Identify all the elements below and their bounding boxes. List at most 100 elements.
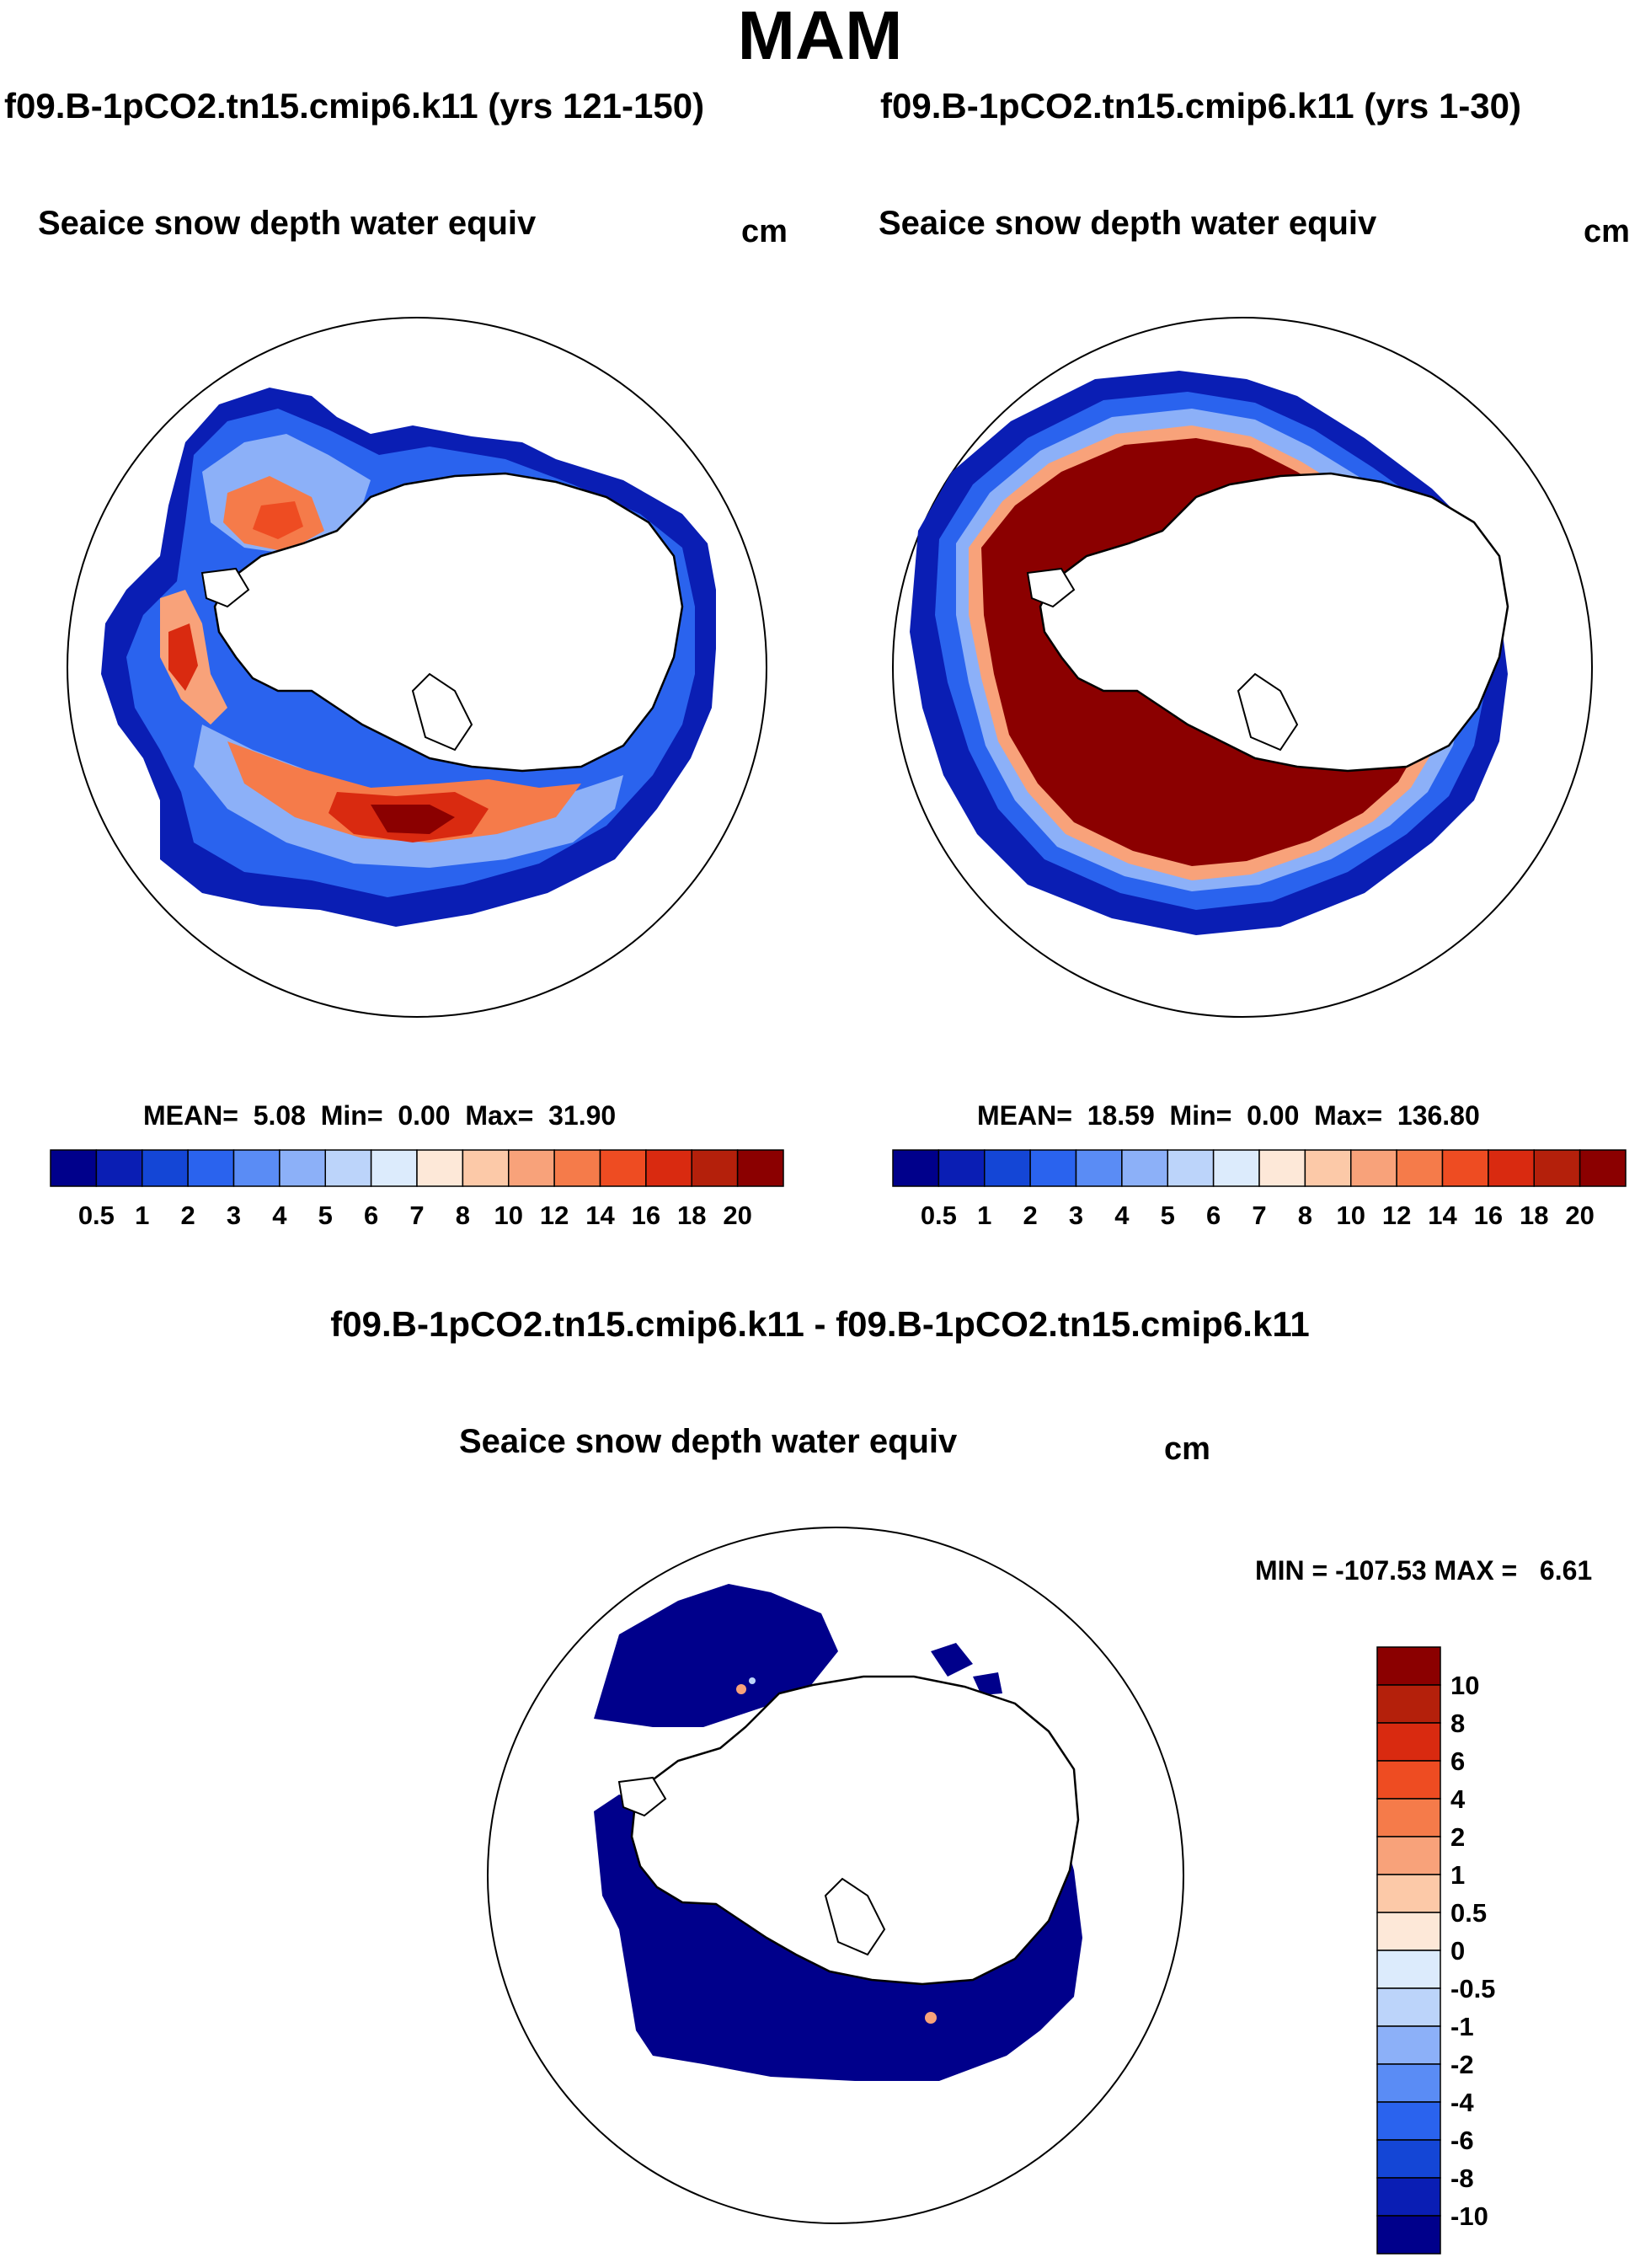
- colorbar-box: [187, 1149, 235, 1187]
- colorbar-tick-label: 18: [677, 1201, 706, 1230]
- min-label: Min=: [320, 1100, 383, 1131]
- colorbar-tick-label: -4: [1450, 2088, 1474, 2117]
- difference-colorbar: 10 8 6 4 2 1 0.5 0 -0.5 -1 -2 -4 -6 -8 -10: [1376, 1646, 1495, 2255]
- difference-polar-map: [487, 1527, 1184, 2224]
- diff-panel-variable-title: Seaice snow depth water equiv: [459, 1423, 958, 1460]
- colorbar-box: [416, 1149, 464, 1187]
- right-panel-units: cm: [1584, 214, 1630, 249]
- diff-panel-units: cm: [1164, 1431, 1210, 1467]
- colorbar-tick-label: 3: [227, 1201, 241, 1230]
- colorbar-box: [1304, 1149, 1352, 1187]
- max-label: Max=: [465, 1100, 534, 1131]
- colorbar-box: [1376, 1874, 1441, 1913]
- colorbar-tick-label: 3: [1069, 1201, 1083, 1230]
- colorbar-tick-label: 4: [272, 1201, 287, 1230]
- colorbar-tick-label: 6: [364, 1201, 378, 1230]
- left-panel-units: cm: [741, 214, 788, 249]
- colorbar-tick-label: 14: [585, 1201, 615, 1230]
- colorbar-box: [938, 1149, 986, 1187]
- colorbar-tick-label: -8: [1450, 2164, 1474, 2193]
- colorbar-box: [1376, 1684, 1441, 1724]
- max-value: 31.90: [548, 1100, 617, 1131]
- colorbar-box: [1533, 1149, 1581, 1187]
- colorbar-box: [1121, 1149, 1168, 1187]
- colorbar-tick-label: 16: [632, 1201, 660, 1230]
- colorbar-box: [1396, 1149, 1444, 1187]
- colorbar-box: [142, 1149, 189, 1187]
- right-panel-stats: MEAN= 18.59 Min= 0.00 Max= 136.80: [977, 1099, 1480, 1131]
- figure-title: MAM: [737, 0, 903, 74]
- colorbar-box: [1075, 1149, 1123, 1187]
- colorbar-tick-label: 2: [1450, 1822, 1465, 1852]
- colorbar-box: [462, 1149, 510, 1187]
- colorbar-tick-label: 0: [1450, 1936, 1465, 1966]
- min-value: 0.00: [1247, 1100, 1300, 1131]
- colorbar-tick-label: 10: [1450, 1671, 1479, 1700]
- mean-label: MEAN=: [977, 1100, 1072, 1131]
- diff-panel-title: f09.B-1pCO2.tn15.cmip6.k11 - f09.B-1pCO2…: [330, 1304, 1310, 1344]
- colorbar-box: [508, 1149, 555, 1187]
- colorbar-tick-label: 8: [1450, 1709, 1465, 1738]
- colorbar-tick-label: 4: [1450, 1784, 1466, 1814]
- colorbar-box: [370, 1149, 418, 1187]
- colorbar-box: [1376, 1798, 1441, 1837]
- max-label: Max=: [1314, 1100, 1383, 1131]
- diff-panel-stats: MIN = -107.53 MAX = 6.61: [1255, 1554, 1592, 1586]
- right-panel-variable-title: Seaice snow depth water equiv: [879, 205, 1377, 242]
- colorbar-box: [279, 1149, 326, 1187]
- colorbar-box: [1376, 1912, 1441, 1951]
- antarctica-continent: [1026, 472, 1509, 773]
- colorbar-tick-label: 20: [1565, 1201, 1594, 1230]
- colorbar-tick-label: 7: [1252, 1201, 1266, 1230]
- colorbar-tick-label: 8: [456, 1201, 470, 1230]
- left-panel-variable-title: Seaice snow depth water equiv: [38, 205, 537, 242]
- colorbar-tick-label: 8: [1298, 1201, 1312, 1230]
- colorbar-box: [1488, 1149, 1535, 1187]
- colorbar-tick-label: 5: [318, 1201, 333, 1230]
- colorbar-box: [1167, 1149, 1215, 1187]
- colorbar-tick-label: 6: [1206, 1201, 1221, 1230]
- colorbar-box: [736, 1149, 784, 1187]
- colorbar-tick-label: 7: [409, 1201, 424, 1230]
- right-polar-map: [892, 317, 1593, 1018]
- colorbar-box: [50, 1149, 98, 1187]
- antarctica-continent: [617, 1675, 1080, 1986]
- colorbar-box: [553, 1149, 601, 1187]
- colorbar-box: [1376, 2101, 1441, 2141]
- colorbar-box: [1376, 2025, 1441, 2065]
- colorbar-box: [1376, 1987, 1441, 2027]
- left-panel-case-title: f09.B-1pCO2.tn15.cmip6.k11 (yrs 121-150): [4, 86, 705, 126]
- colorbar-box: [95, 1149, 143, 1187]
- colorbar-tick-label: 1: [977, 1201, 991, 1230]
- colorbar-tick-label: 1: [135, 1201, 149, 1230]
- colorbar-tick-label: 4: [1114, 1201, 1130, 1230]
- diff-max-value: 6.61: [1539, 1555, 1593, 1586]
- colorbar-box: [1258, 1149, 1306, 1187]
- colorbar-tick-label: 16: [1474, 1201, 1503, 1230]
- colorbar-tick-label: 18: [1520, 1201, 1548, 1230]
- colorbar-tick-label: 14: [1428, 1201, 1457, 1230]
- colorbar-tick-label: 0.5: [78, 1201, 115, 1230]
- colorbar-tick-label: 0.5: [1450, 1898, 1487, 1928]
- antarctica-continent: [200, 472, 684, 773]
- colorbar-box: [1376, 1760, 1441, 1800]
- colorbar-box: [1376, 2063, 1441, 2103]
- left-panel-stats: MEAN= 5.08 Min= 0.00 Max= 31.90: [143, 1099, 616, 1131]
- colorbar-box: [324, 1149, 372, 1187]
- colorbar-box: [1376, 1836, 1441, 1875]
- colorbar-tick-label: 1: [1450, 1860, 1465, 1890]
- left-colorbar: 0.5 1 2 3 4 5 6 7 8 10 12 14 16 18 20: [50, 1149, 784, 1230]
- colorbar-box: [1441, 1149, 1489, 1187]
- colorbar-tick-label: 10: [494, 1201, 523, 1230]
- colorbar-tick-label: -10: [1450, 2201, 1488, 2231]
- colorbar-tick-label: 20: [723, 1201, 751, 1230]
- colorbar-tick-label: -0.5: [1450, 1974, 1495, 2003]
- left-polar-map: [67, 317, 767, 1018]
- min-value: 0.00: [398, 1100, 451, 1131]
- max-value: 136.80: [1397, 1100, 1480, 1131]
- colorbar-box: [1376, 1722, 1441, 1762]
- colorbar-tick-label: 2: [181, 1201, 195, 1230]
- diff-min-label: MIN =: [1255, 1555, 1328, 1586]
- colorbar-tick-label: 5: [1161, 1201, 1175, 1230]
- mean-label: MEAN=: [143, 1100, 238, 1131]
